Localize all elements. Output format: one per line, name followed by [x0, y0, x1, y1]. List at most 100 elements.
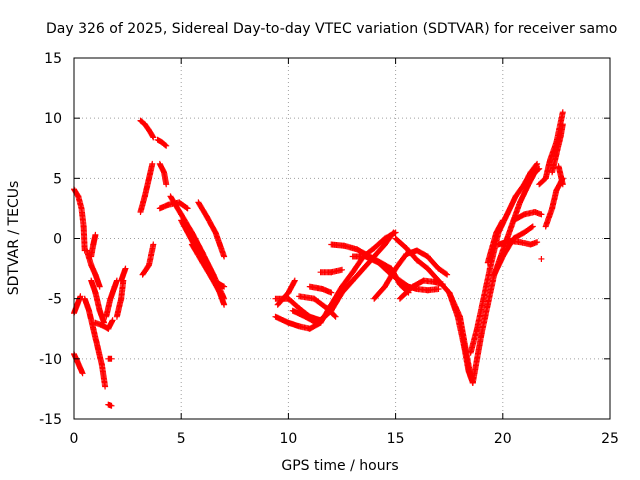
satellite-track [88, 277, 107, 326]
data-point-markers [92, 289, 103, 314]
data-point-markers [178, 217, 198, 248]
satellite-track [188, 241, 228, 290]
satellite-track [195, 199, 228, 260]
data-point-markers [210, 277, 228, 290]
satellite-track [396, 277, 446, 302]
data-point-markers [371, 283, 388, 302]
data-point-markers [141, 175, 152, 200]
data-point-markers [98, 361, 109, 390]
satellite-track [71, 351, 86, 377]
grid-lines [74, 58, 610, 419]
x-axis-label: GPS time / hours [281, 458, 398, 474]
data-point-markers [542, 205, 556, 230]
satellite-track [538, 255, 545, 262]
data-point-markers [396, 283, 416, 302]
satellite-track [495, 237, 541, 248]
data-point-markers [349, 265, 367, 284]
satellite-track [542, 175, 566, 230]
data-point-markers [188, 241, 206, 266]
data-point-markers [328, 283, 345, 308]
data-point-markers [176, 199, 191, 212]
data-point-markers [392, 235, 410, 252]
data-point-markers [161, 169, 170, 188]
satellite-track [92, 317, 116, 332]
data-point-markers [195, 199, 210, 220]
data-point-markers [146, 241, 157, 268]
data-point-markers [527, 239, 541, 248]
data-point-markers [94, 343, 105, 368]
satellite-track [484, 217, 506, 266]
data-point-markers [493, 217, 506, 236]
data-point-markers [118, 277, 127, 302]
data-point-markers [532, 165, 543, 176]
satellite-track [137, 117, 157, 141]
data-point-markers [504, 193, 519, 218]
satellite-track [81, 295, 109, 390]
x-tick-label: 15 [387, 431, 405, 447]
data-point-markers [90, 231, 99, 248]
satellite-track [274, 277, 298, 308]
x-tick-label: 5 [177, 431, 186, 447]
axis-ticks [73, 57, 611, 420]
satellite-track [154, 136, 170, 149]
satellite-track [139, 241, 157, 278]
data-point-markers [96, 307, 107, 326]
satellite-track [510, 209, 545, 224]
data-point-markers [274, 289, 292, 308]
y-tick-label: -15 [39, 412, 62, 428]
y-tick-label: -10 [39, 352, 62, 368]
data-point-markers [199, 249, 217, 278]
satellite-track [88, 231, 99, 260]
x-tick-label: 20 [494, 431, 512, 447]
data-point-markers [111, 277, 120, 290]
data-point-markers [512, 181, 528, 200]
data-point-markers [392, 251, 410, 272]
data-point-markers [431, 278, 446, 288]
x-tick-label: 0 [70, 431, 79, 447]
data-point-markers [105, 355, 115, 362]
data-point-marker [538, 255, 545, 262]
data-point-markers [424, 265, 442, 284]
data-point-markers [311, 295, 330, 312]
data-point-markers [467, 325, 481, 356]
data-point-markers [203, 213, 219, 236]
data-point-markers [381, 265, 399, 290]
data-point-markers [403, 245, 420, 264]
data-point-markers [319, 286, 335, 296]
data-point-markers [557, 121, 566, 140]
satellite-track [105, 401, 115, 409]
satellite-track [549, 121, 566, 176]
data-points [71, 109, 566, 409]
satellite-track [296, 293, 339, 320]
data-point-markers [199, 259, 217, 284]
data-point-markers [339, 277, 356, 296]
chart-title: Day 326 of 2025, Sidereal Day-to-day VTE… [46, 21, 617, 37]
data-point-markers [105, 401, 115, 409]
data-point-markers [313, 313, 328, 326]
data-point-markers [139, 262, 152, 278]
data-point-markers [86, 307, 97, 332]
satellite-track [137, 160, 156, 215]
satellite-track [71, 186, 88, 254]
data-point-markers [446, 289, 461, 320]
data-point-markers [105, 317, 116, 332]
data-point-markers [414, 257, 431, 272]
data-point-markers [521, 223, 536, 236]
data-point-markers [285, 295, 303, 312]
y-axis-label: SDTVAR / TECUs [6, 181, 22, 296]
satellite-track [113, 277, 127, 320]
data-point-markers [167, 193, 185, 218]
data-point-markers [381, 229, 399, 242]
satellite-track [156, 160, 170, 188]
data-point-markers [555, 163, 566, 188]
x-tick-label: 10 [279, 431, 297, 447]
data-point-markers [525, 169, 538, 188]
x-tick-label: 25 [601, 431, 619, 447]
data-point-markers [77, 365, 86, 377]
y-tick-label: -5 [48, 292, 62, 308]
satellite-track [71, 293, 84, 317]
satellite-track [371, 247, 451, 302]
data-point-markers [216, 289, 228, 308]
satellite-track [118, 265, 129, 284]
